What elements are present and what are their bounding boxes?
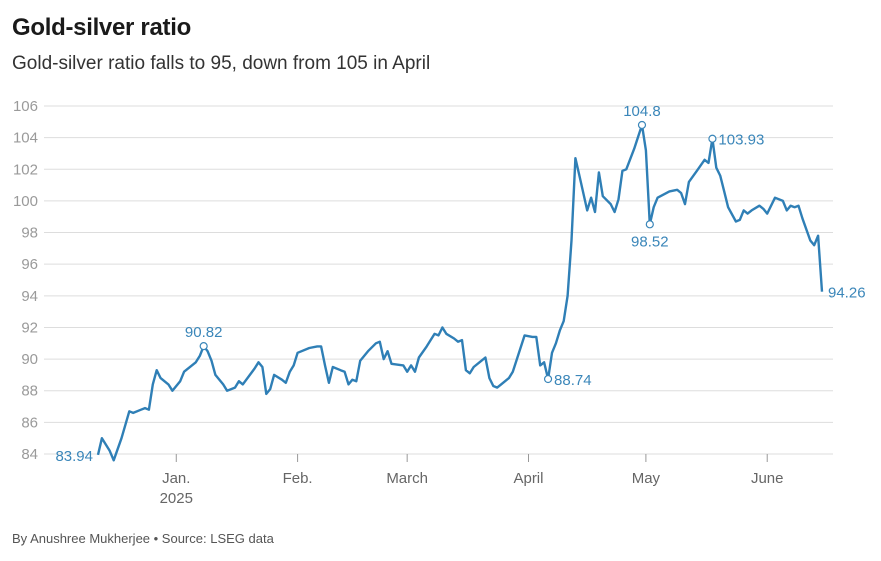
y-tick-label: 100: [13, 193, 38, 210]
annotation-label: 94.26: [828, 285, 866, 302]
x-axis-labels: Jan. 2025 Feb. March April May June: [160, 454, 784, 507]
annotation-marker: [645, 220, 654, 229]
y-tick-label: 96: [21, 256, 38, 273]
chart-subtitle: Gold-silver ratio falls to 95, down from…: [12, 53, 431, 74]
annotation-label: 83.94: [55, 448, 93, 465]
chart-title: Gold-silver ratio: [12, 14, 191, 41]
x-tick-label: June: [751, 470, 784, 487]
y-tick-label: 106: [13, 98, 38, 115]
y-tick-label: 90: [21, 351, 38, 368]
y-tick-label: 84: [21, 446, 38, 463]
y-tick-label: 102: [13, 161, 38, 178]
x-tick-label: Feb.: [283, 470, 313, 487]
annotation-marker: [199, 342, 208, 351]
y-tick-label: 88: [21, 383, 38, 400]
y-tick-label: 98: [21, 225, 38, 242]
y-axis-labels: 84 86 88 90 92 94 96 98 100 102 104 106: [13, 98, 38, 463]
annotation-label: 88.74: [554, 372, 592, 389]
gridlines: [44, 105, 833, 455]
annotation-marker: [708, 134, 717, 143]
annotation-label: 98.52: [631, 233, 669, 250]
y-tick-label: 92: [21, 319, 38, 336]
source-credit: By Anushree Mukherjee • Source: LSEG dat…: [12, 531, 274, 546]
annotation-marker: [543, 374, 553, 384]
annotations: 83.94 90.82 88.74 104.8 98.52 103.93 94.26: [55, 103, 865, 465]
x-tick-sublabel: 2025: [160, 490, 193, 507]
series-layer: [96, 123, 824, 462]
y-tick-label: 94: [21, 288, 38, 305]
x-tick-label: May: [632, 470, 661, 487]
annotation-label: 90.82: [185, 324, 223, 341]
y-tick-label: 86: [21, 414, 38, 431]
annotation-label: 104.8: [623, 103, 661, 120]
annotation-label: 103.93: [718, 132, 764, 149]
x-tick-label: Jan.: [162, 470, 190, 487]
x-tick-label: April: [513, 470, 543, 487]
annotation-marker: [637, 120, 647, 130]
series-line: [96, 123, 824, 462]
y-tick-label: 104: [13, 130, 38, 147]
x-tick-label: March: [386, 470, 428, 487]
